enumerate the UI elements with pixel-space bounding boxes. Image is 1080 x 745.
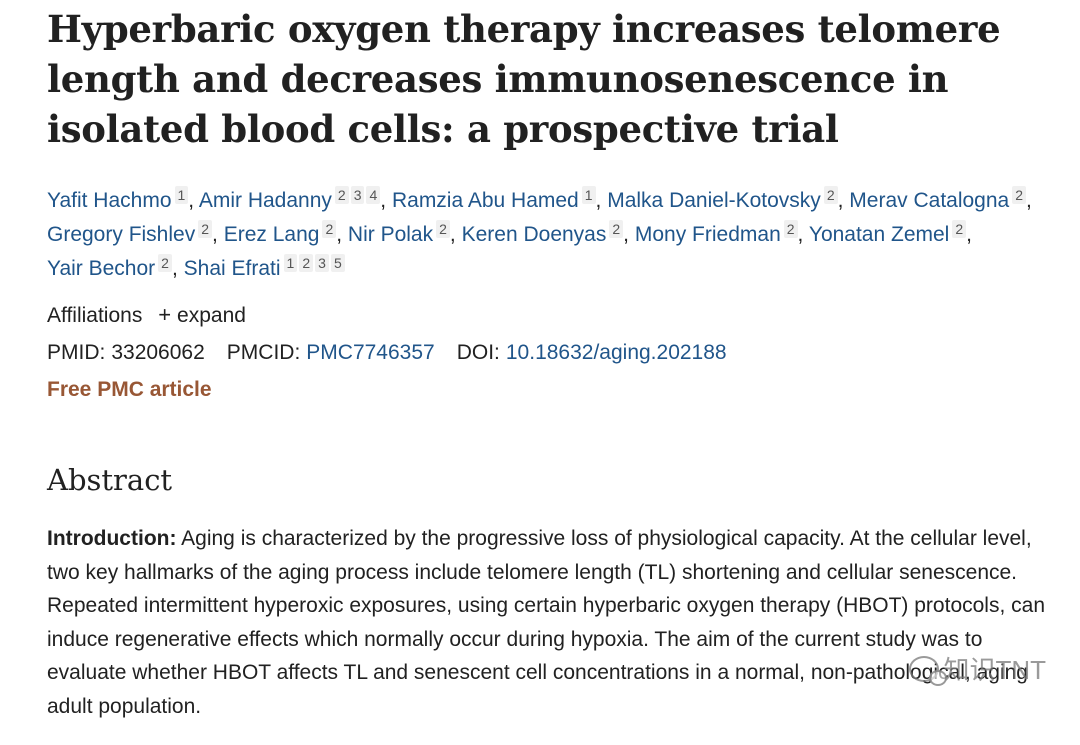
author-name-link[interactable]: Yonatan Zemel	[808, 223, 950, 246]
watermark-text: 知识TNT	[943, 655, 1046, 685]
author-separator: ,	[797, 223, 804, 246]
affiliation-number[interactable]: 2	[783, 220, 798, 238]
affiliations-row: Affiliations + expand	[47, 296, 1057, 334]
author-item: Mony Friedman 2,	[634, 220, 804, 246]
plus-icon: +	[158, 302, 172, 327]
affiliation-number[interactable]: 2	[198, 220, 213, 238]
affiliations-label: Affiliations	[47, 304, 143, 327]
affiliation-number[interactable]: 2	[158, 254, 172, 272]
author-item: Yafit Hachmo 1,	[47, 186, 195, 212]
abstract-introduction: Introduction: Aging is characterized by …	[47, 522, 1047, 724]
affiliation-number[interactable]: 3	[350, 186, 365, 204]
author-separator: ,	[171, 257, 178, 280]
affiliation-number[interactable]: 3	[315, 254, 329, 272]
author-separator: ,	[449, 223, 456, 246]
affiliation-number[interactable]: 2	[436, 220, 450, 238]
watermark: 知识TNT	[909, 650, 1046, 687]
author-separator: ,	[380, 189, 387, 212]
expand-label: expand	[177, 304, 246, 327]
affiliation-number[interactable]: 2	[823, 186, 838, 204]
author-name-link[interactable]: Amir Hadanny	[198, 189, 332, 212]
affiliation-number[interactable]: 2	[299, 254, 314, 272]
pmcid-link[interactable]: PMC7746357	[306, 341, 435, 364]
author-item: Yonatan Zemel 2,	[808, 220, 972, 246]
author-name-link[interactable]: Mony Friedman	[634, 223, 781, 246]
author-item: Shai Efrati 1 2 3 5	[183, 254, 345, 280]
affiliation-number[interactable]: 4	[366, 186, 381, 204]
author-name-link[interactable]: Malka Daniel-Kotovsky	[607, 189, 821, 212]
identifiers-row: PMID: 33206062 PMCID: PMC7746357 DOI: 10.1863…	[47, 334, 1057, 371]
affiliation-number[interactable]: 5	[330, 254, 345, 272]
wechat-icon	[909, 655, 948, 686]
author-separator: ,	[837, 189, 844, 212]
author-name-link[interactable]: Keren Doenyas	[461, 223, 607, 246]
affiliation-number[interactable]: 2	[1012, 186, 1027, 204]
affiliation-number[interactable]: 2	[322, 220, 337, 238]
affiliation-number[interactable]: 2	[609, 220, 624, 238]
author-name-link[interactable]: Merav Catalogna	[849, 189, 1010, 212]
author-name-link[interactable]: Yafit Hachmo	[47, 189, 172, 212]
author-separator: ,	[966, 223, 972, 246]
affiliation-number[interactable]: 2	[952, 220, 967, 238]
author-separator: ,	[212, 223, 218, 246]
introduction-text: Aging is characterized by the progressiv…	[47, 527, 1045, 718]
article-title: Hyperbaric oxygen therapy increases telo…	[47, 7, 1001, 151]
article-page: Hyperbaric oxygen therapy increases telo…	[47, 0, 1057, 745]
author-name-link[interactable]: Erez Lang	[223, 223, 320, 246]
author-separator: ,	[595, 189, 602, 212]
author-item: Nir Polak 2,	[347, 220, 456, 246]
author-item: Ramzia Abu Hamed 1,	[391, 186, 602, 212]
pmcid-label: PMCID:	[226, 341, 301, 364]
author-list: Yafit Hachmo 1, Amir Hadanny 2 3 4, Ramzia A…	[47, 184, 1057, 286]
author-item: Merav Catalogna 2,	[849, 186, 1032, 212]
author-name-link[interactable]: Shai Efrati	[183, 257, 281, 280]
author-name-link[interactable]: Nir Polak	[347, 223, 434, 246]
author-name-link[interactable]: Ramzia Abu Hamed	[391, 189, 579, 212]
author-item: Yair Bechor 2,	[47, 254, 178, 280]
expand-affiliations-button[interactable]: + expand	[158, 302, 246, 327]
author-name-link[interactable]: Gregory Fishlev	[47, 223, 196, 246]
author-separator: ,	[1026, 189, 1032, 212]
abstract-heading: Abstract	[47, 463, 173, 497]
doi-link[interactable]: 10.18632/aging.202188	[505, 341, 727, 364]
introduction-label: Introduction:	[47, 527, 177, 550]
author-item: Erez Lang 2,	[223, 220, 343, 246]
doi-label: DOI:	[456, 341, 500, 364]
author-item: Gregory Fishlev 2,	[47, 220, 218, 246]
author-name-link[interactable]: Yair Bechor	[47, 257, 156, 280]
affiliation-number[interactable]: 1	[283, 254, 298, 272]
affiliation-number[interactable]: 1	[581, 186, 596, 204]
author-item: Keren Doenyas 2,	[461, 220, 630, 246]
author-separator: ,	[623, 223, 630, 246]
free-pmc-badge[interactable]: Free PMC article	[47, 378, 212, 401]
affiliation-number[interactable]: 1	[174, 186, 189, 204]
pmid-label: PMID:	[47, 341, 106, 364]
author-separator: ,	[336, 223, 343, 246]
author-separator: ,	[188, 189, 195, 212]
affiliation-number[interactable]: 2	[334, 186, 349, 204]
author-item: Malka Daniel-Kotovsky 2,	[607, 186, 844, 212]
pmid-value: 33206062	[111, 341, 205, 364]
author-item: Amir Hadanny 2 3 4,	[198, 186, 387, 212]
